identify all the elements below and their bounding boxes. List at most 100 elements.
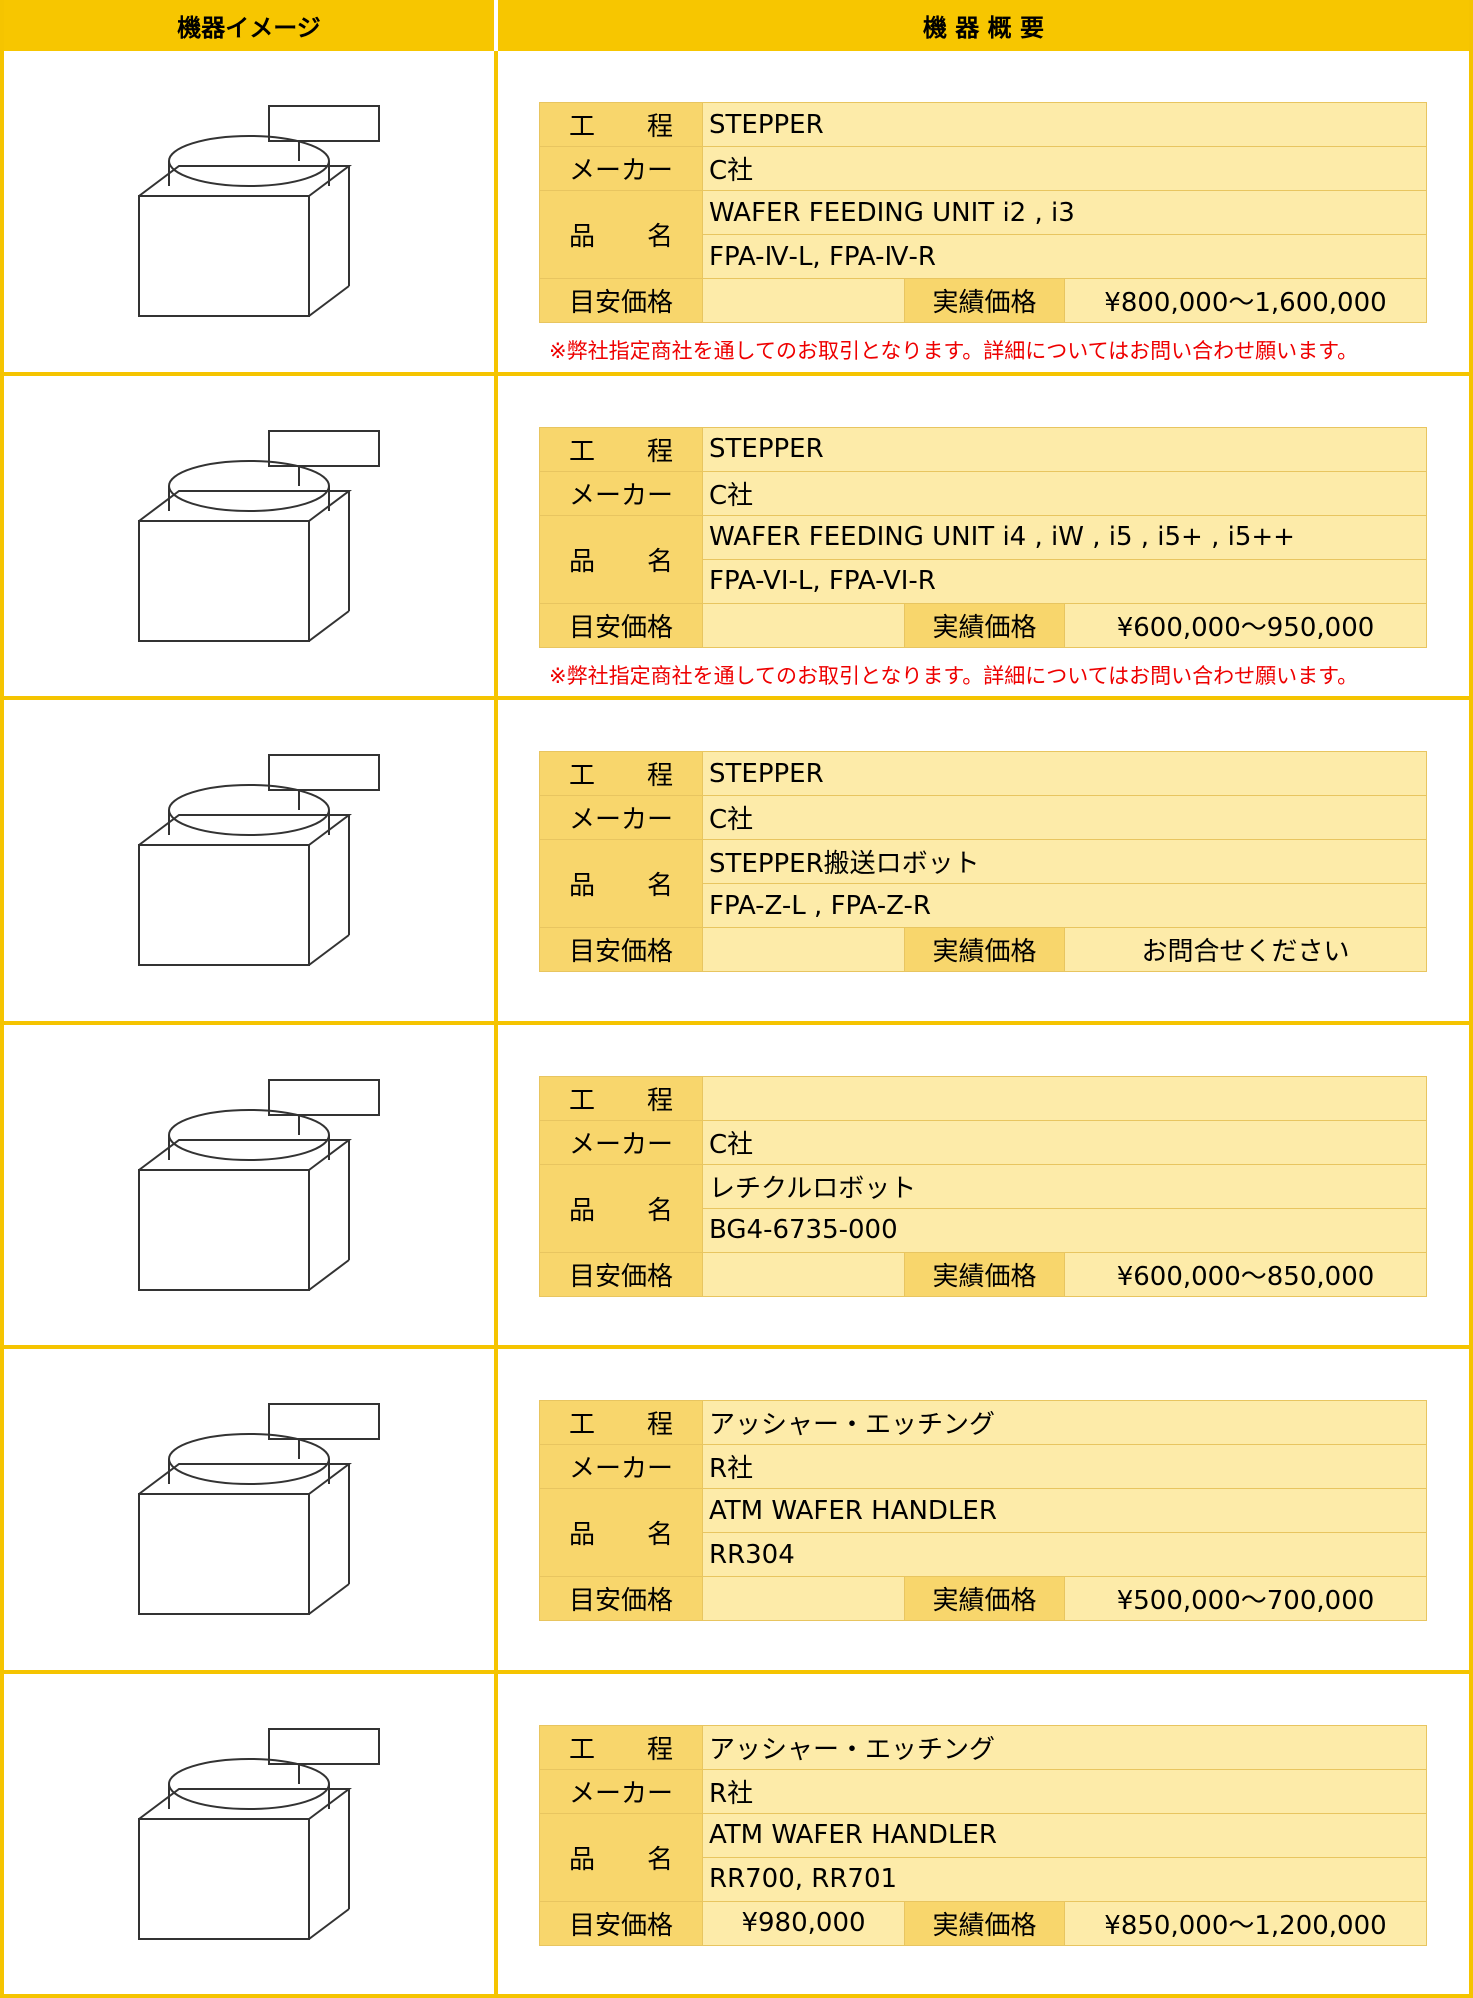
- label: 工 程: [539, 1724, 703, 1770]
- name-line: BG4-6735-000: [702, 1207, 1427, 1253]
- spec-table: 工 程 STEPPER メーカー C社品 名 WAFER FEEDING UNIT i2…: [539, 102, 1427, 323]
- label: メーカー: [539, 146, 703, 191]
- image-cell: [4, 700, 498, 1021]
- estimate: [702, 602, 905, 648]
- spec-row: BG4-6735-000: [540, 1207, 1427, 1253]
- label: 目安価格: [539, 602, 703, 648]
- actual: ¥600,000～950,000: [1064, 602, 1427, 648]
- robot-image: [138, 1727, 380, 1940]
- process: STEPPER: [702, 102, 1427, 147]
- spec-row: メーカー C社: [539, 470, 1427, 516]
- image-cell: [4, 1349, 498, 1670]
- label: 品 名: [539, 839, 703, 928]
- label: 目安価格: [539, 1576, 703, 1621]
- label: 目安価格: [539, 278, 703, 323]
- label: 工 程: [539, 1400, 703, 1445]
- maker: R社: [702, 1444, 1427, 1489]
- label: 実績価格: [904, 602, 1065, 648]
- spec-table: 工 程アッシャー・エッチング メーカー R社品 名 ATM WAFER HANDLER…: [539, 1724, 1427, 1946]
- maker: C社: [702, 470, 1427, 516]
- spec-row: 品 名 WAFER FEEDING UNIT i2 , i3: [539, 190, 1427, 279]
- label: 品 名: [539, 1812, 703, 1902]
- label: 実績価格: [904, 1900, 1065, 1946]
- label: 品 名: [539, 1488, 703, 1577]
- robot-image: [138, 429, 380, 642]
- name-line: ATM WAFER HANDLER: [702, 1812, 1427, 1858]
- label: 目安価格: [539, 1900, 703, 1946]
- name-line: FPA-Z-L , FPA-Z-R: [702, 883, 1427, 928]
- spec-row: FPA-VI-L, FPA-VI-R: [540, 558, 1427, 604]
- spec-row: メーカー R社: [539, 1444, 1427, 1489]
- robot-image: [138, 105, 380, 318]
- label: 実績価格: [904, 927, 1065, 972]
- spec-row: メーカー C社: [539, 795, 1427, 840]
- estimate: [702, 278, 905, 323]
- spec-row: 品 名 ATM WAFER HANDLER: [539, 1812, 1427, 1902]
- product-row: 工 程アッシャー・エッチング メーカー R社品 名 ATM WAFER HANDLER…: [4, 1349, 1469, 1674]
- label: メーカー: [539, 1444, 703, 1489]
- label: 工 程: [539, 102, 703, 147]
- product-row: 工 程アッシャー・エッチング メーカー R社品 名 ATM WAFER HANDLER…: [4, 1673, 1469, 1998]
- spec-row: メーカー C社: [539, 1119, 1427, 1165]
- actual: ¥850,000～1,200,000: [1064, 1900, 1427, 1946]
- image-cell: [4, 1673, 498, 1994]
- label: 品 名: [539, 514, 703, 604]
- estimate: [702, 1576, 905, 1621]
- spec-row: メーカー R社: [539, 1768, 1427, 1814]
- maker: R社: [702, 1768, 1427, 1814]
- spec-row: 目安価格 実績価格 ¥600,000～850,000: [539, 1251, 1427, 1297]
- robot-image: [138, 1403, 380, 1616]
- spec-row: 工 程: [539, 1075, 1427, 1121]
- name-line: FPA-Ⅳ-L, FPA-Ⅳ-R: [702, 234, 1427, 279]
- estimate: [702, 1251, 905, 1297]
- maker: C社: [702, 795, 1427, 840]
- process: [702, 1075, 1427, 1121]
- label: 目安価格: [539, 1251, 703, 1297]
- spec-row: 品 名 WAFER FEEDING UNIT i4 , iW , i5 , i5+…: [539, 514, 1427, 604]
- spec-row: 目安価格 実績価格 ¥500,000～700,000: [539, 1576, 1427, 1621]
- label: 工 程: [539, 1075, 703, 1121]
- robot-image: [138, 1078, 380, 1291]
- label: メーカー: [539, 1119, 703, 1165]
- label: メーカー: [539, 470, 703, 516]
- process: アッシャー・エッチング: [702, 1400, 1427, 1445]
- spec-row: 工 程 STEPPER: [539, 426, 1427, 472]
- label: 工 程: [539, 426, 703, 472]
- process: アッシャー・エッチング: [702, 1724, 1427, 1770]
- name-line: FPA-VI-L, FPA-VI-R: [702, 558, 1427, 604]
- maker: C社: [702, 1119, 1427, 1165]
- actual: お問合せください: [1064, 927, 1427, 972]
- image-cell: [4, 1024, 498, 1345]
- name-line: レチクルロボット: [702, 1163, 1427, 1209]
- spec-table: 工 程 STEPPER メーカー C社品 名 STEPPER搬送ロボット FPA-Z-L …: [539, 751, 1427, 972]
- process: STEPPER: [702, 751, 1427, 796]
- spec-row: 目安価格 実績価格 ¥600,000～950,000: [539, 602, 1427, 648]
- spec-row: RR304: [540, 1532, 1427, 1577]
- spec-row: 工 程アッシャー・エッチング: [539, 1400, 1427, 1445]
- product-row: 工 程 STEPPER メーカー C社品 名 WAFER FEEDING UNIT i4…: [4, 375, 1469, 700]
- spec-row: FPA-Ⅳ-L, FPA-Ⅳ-R: [540, 234, 1427, 279]
- note: ※弊社指定商社を通してのお取引となります。詳細についてはお問い合わせ願います。: [549, 339, 1359, 363]
- process: STEPPER: [702, 426, 1427, 472]
- spec-table: 工 程メーカー C社品 名レチクルロボット BG4-6735-000 目安価格 実績価格…: [539, 1075, 1427, 1297]
- name-line: RR700, RR701: [702, 1856, 1427, 1902]
- spec-row: 工 程アッシャー・エッチング: [539, 1724, 1427, 1770]
- spec-row: 工 程 STEPPER: [539, 751, 1427, 796]
- label: 実績価格: [904, 1251, 1065, 1297]
- label: メーカー: [539, 795, 703, 840]
- robot-image: [138, 754, 380, 967]
- label: メーカー: [539, 1768, 703, 1814]
- actual: ¥500,000～700,000: [1064, 1576, 1427, 1621]
- spec-row: RR700, RR701: [540, 1856, 1427, 1902]
- label: 目安価格: [539, 927, 703, 972]
- name-line: WAFER FEEDING UNIT i2 , i3: [702, 190, 1427, 235]
- spec-table: 工 程アッシャー・エッチング メーカー R社品 名 ATM WAFER HANDLER…: [539, 1400, 1427, 1621]
- name-line: STEPPER搬送ロボット: [702, 839, 1427, 884]
- estimate: [702, 927, 905, 972]
- name-line: WAFER FEEDING UNIT i4 , iW , i5 , i5+ , …: [702, 514, 1427, 560]
- spec-row: 目安価格 ¥980,000 実績価格 ¥850,000～1,200,000: [539, 1900, 1427, 1946]
- label: 品 名: [539, 1163, 703, 1253]
- note: ※弊社指定商社を通してのお取引となります。詳細についてはお問い合わせ願います。: [549, 663, 1359, 688]
- spec-row: 品 名 ATM WAFER HANDLER: [539, 1488, 1427, 1577]
